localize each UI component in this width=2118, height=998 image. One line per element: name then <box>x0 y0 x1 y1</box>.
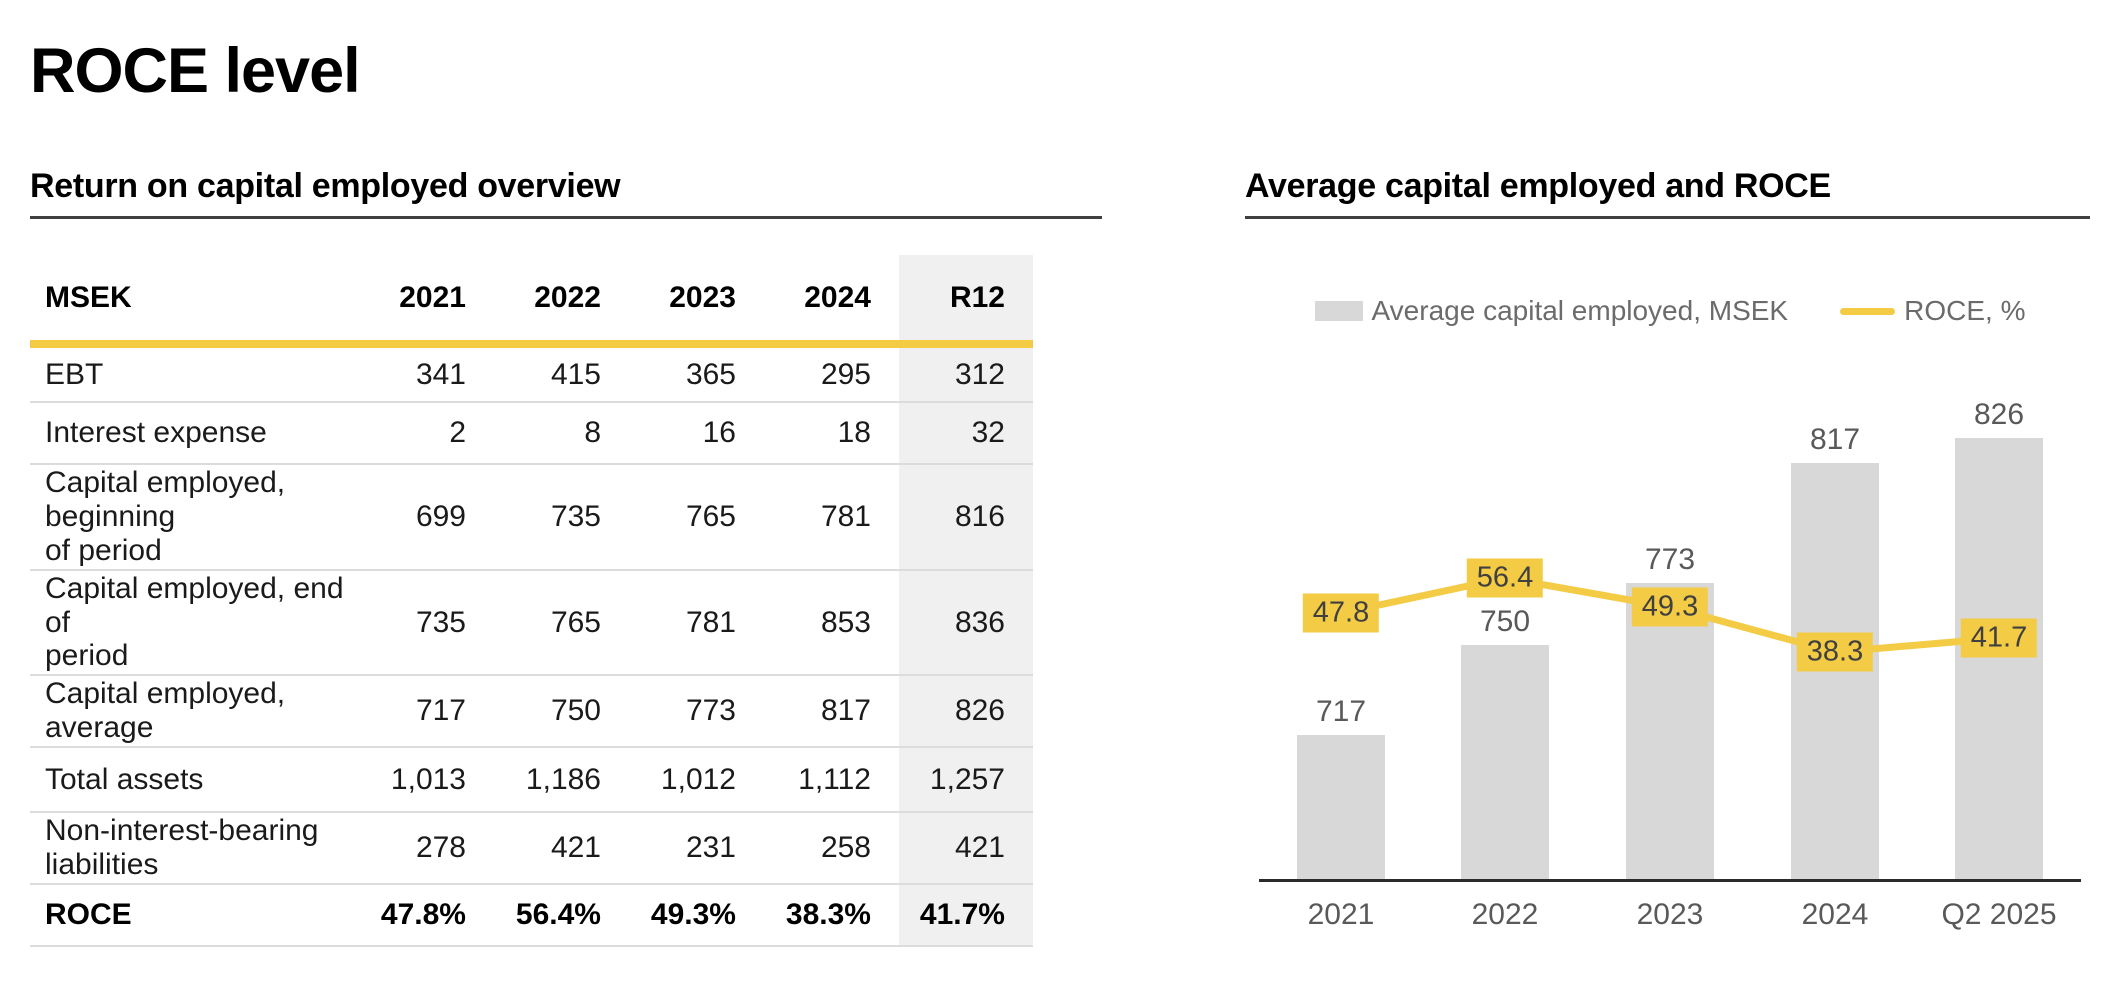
cell-value: 365 <box>629 344 764 403</box>
row-label: Total assets <box>30 747 359 814</box>
right-section-heading: Average capital employed and ROCE <box>1245 167 2090 220</box>
roce-overview-table: MSEK 2021 2022 2023 2024 R12 EBT 341 415 365 295… <box>30 255 1033 947</box>
line-swatch-icon <box>1840 307 1896 315</box>
cell-value: 16 <box>629 402 764 465</box>
bar-swatch-icon <box>1314 301 1363 321</box>
cell-value: 231 <box>629 812 764 885</box>
cell-value: 781 <box>764 464 899 571</box>
cell-value: 765 <box>494 569 629 677</box>
cell-value: 773 <box>629 675 764 749</box>
col-header-2023: 2023 <box>629 255 764 348</box>
x-axis-label: 2021 <box>1307 898 1375 931</box>
bar <box>1297 734 1385 879</box>
table-row: Capital employed, average 717 750 773 817 826 <box>30 675 1033 749</box>
legend-label-bars: Average capital employed, MSEK <box>1371 295 1789 326</box>
x-axis-label: 2024 <box>1801 898 1869 931</box>
table-row: Capital employed, end of period 735 765 781… <box>30 569 1033 677</box>
cell-value: 699 <box>359 464 494 571</box>
table-header-row: MSEK 2021 2022 2023 2024 R12 <box>30 255 1033 348</box>
col-header-2024: 2024 <box>764 255 899 348</box>
table-row: Non-interest-bearing liabilities 278 421 23… <box>30 812 1033 885</box>
cell-value: 1,186 <box>494 747 629 814</box>
cell-value: 41.7% <box>899 883 1033 947</box>
cell-value: 415 <box>494 344 629 403</box>
bar <box>1461 645 1549 879</box>
cell-value: 781 <box>629 569 764 677</box>
cell-value: 295 <box>764 344 899 403</box>
x-axis-label: 2023 <box>1636 898 1704 931</box>
row-label: Capital employed, beginning of period <box>30 464 359 571</box>
row-label: Non-interest-bearing liabilities <box>30 812 359 885</box>
left-section-heading: Return on capital employed overview <box>30 167 1102 220</box>
bar-value-label: 773 <box>1644 542 1696 576</box>
cell-value: 765 <box>629 464 764 571</box>
col-header-r12: R12 <box>899 255 1033 348</box>
cell-value: 278 <box>359 812 494 885</box>
legend-item-bars: Average capital employed, MSEK <box>1314 295 1789 327</box>
cell-value: 1,257 <box>899 747 1033 814</box>
row-label: Capital employed, end of period <box>30 569 359 677</box>
cell-value: 836 <box>899 569 1033 677</box>
cell-value: 341 <box>359 344 494 403</box>
cell-value: 32 <box>899 402 1033 465</box>
roce-label-box: 56.4 <box>1466 558 1544 598</box>
legend-item-line: ROCE, % <box>1840 295 2025 327</box>
table-row: EBT 341 415 365 295 312 <box>30 344 1033 403</box>
cell-value: 49.3% <box>629 883 764 947</box>
row-label: Interest expense <box>30 402 359 465</box>
col-header-2022: 2022 <box>494 255 629 348</box>
cell-value: 817 <box>764 675 899 749</box>
roce-label-box: 38.3 <box>1796 632 1874 672</box>
row-label: ROCE <box>30 883 359 947</box>
cell-value: 826 <box>899 675 1033 749</box>
bar <box>1955 438 2043 879</box>
cell-value: 717 <box>359 675 494 749</box>
combo-chart: Average capital employed, MSEK ROCE, % 7… <box>1245 240 2095 980</box>
cell-value: 1,112 <box>764 747 899 814</box>
table-row: ROCE 47.8% 56.4% 49.3% 38.3% 41.7% <box>30 883 1033 947</box>
bar-value-label: 826 <box>1973 398 2025 432</box>
cell-value: 421 <box>494 812 629 885</box>
bar-value-label: 750 <box>1479 605 1531 639</box>
col-header-2021: 2021 <box>359 255 494 348</box>
row-label: EBT <box>30 344 359 403</box>
cell-value: 258 <box>764 812 899 885</box>
bar-value-label: 717 <box>1315 694 1367 728</box>
table-row: Total assets 1,013 1,186 1,012 1,112 1,257 <box>30 747 1033 814</box>
cell-value: 1,012 <box>629 747 764 814</box>
bar <box>1626 582 1714 879</box>
roce-label-box: 49.3 <box>1631 587 1709 627</box>
cell-value: 2 <box>359 402 494 465</box>
table-header-unit: MSEK <box>30 255 359 348</box>
x-axis-line <box>1259 879 2081 882</box>
x-axis-label: Q2 2025 <box>1941 898 2057 931</box>
cell-value: 38.3% <box>764 883 899 947</box>
x-axis-label: 2022 <box>1471 898 1539 931</box>
table-row: Interest expense 2 8 16 18 32 <box>30 402 1033 465</box>
cell-value: 816 <box>899 464 1033 571</box>
legend-label-line: ROCE, % <box>1904 295 2026 326</box>
bar-value-label: 817 <box>1809 422 1861 456</box>
cell-value: 56.4% <box>494 883 629 947</box>
cell-value: 735 <box>494 464 629 571</box>
cell-value: 853 <box>764 569 899 677</box>
chart-legend: Average capital employed, MSEK ROCE, % <box>1245 295 2095 327</box>
row-label: Capital employed, average <box>30 675 359 749</box>
cell-value: 47.8% <box>359 883 494 947</box>
cell-value: 735 <box>359 569 494 677</box>
roce-label-box: 41.7 <box>1960 618 2038 658</box>
cell-value: 8 <box>494 402 629 465</box>
cell-value: 750 <box>494 675 629 749</box>
roce-label-box: 47.8 <box>1302 593 1380 633</box>
cell-value: 1,013 <box>359 747 494 814</box>
cell-value: 421 <box>899 812 1033 885</box>
page-title: ROCE level <box>30 36 361 106</box>
cell-value: 18 <box>764 402 899 465</box>
cell-value: 312 <box>899 344 1033 403</box>
table-row: Capital employed, beginning of period 699… <box>30 464 1033 571</box>
